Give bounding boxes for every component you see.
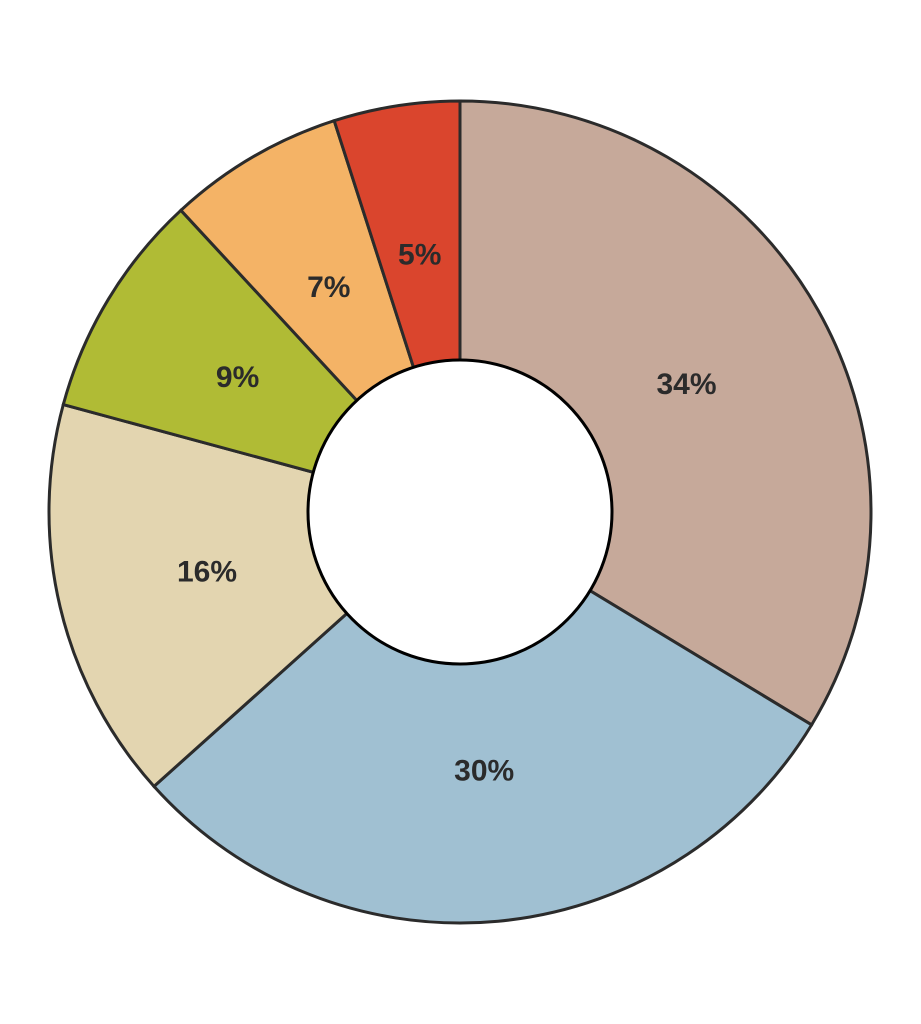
slice-label-5-percent: 5%: [398, 239, 441, 272]
slice-label-16-percent: 16%: [177, 556, 237, 589]
donut-hole: [306, 358, 614, 666]
labels-group: 34% 30% 16% 9% 7% 5%: [177, 239, 717, 788]
slice-label-30-percent: 30%: [454, 754, 514, 787]
slice-label-7-percent: 7%: [307, 271, 350, 304]
slice-label-34-percent: 34%: [656, 368, 716, 401]
slice-30-percent: [151, 510, 814, 925]
slice-label-9-percent: 9%: [216, 361, 259, 394]
